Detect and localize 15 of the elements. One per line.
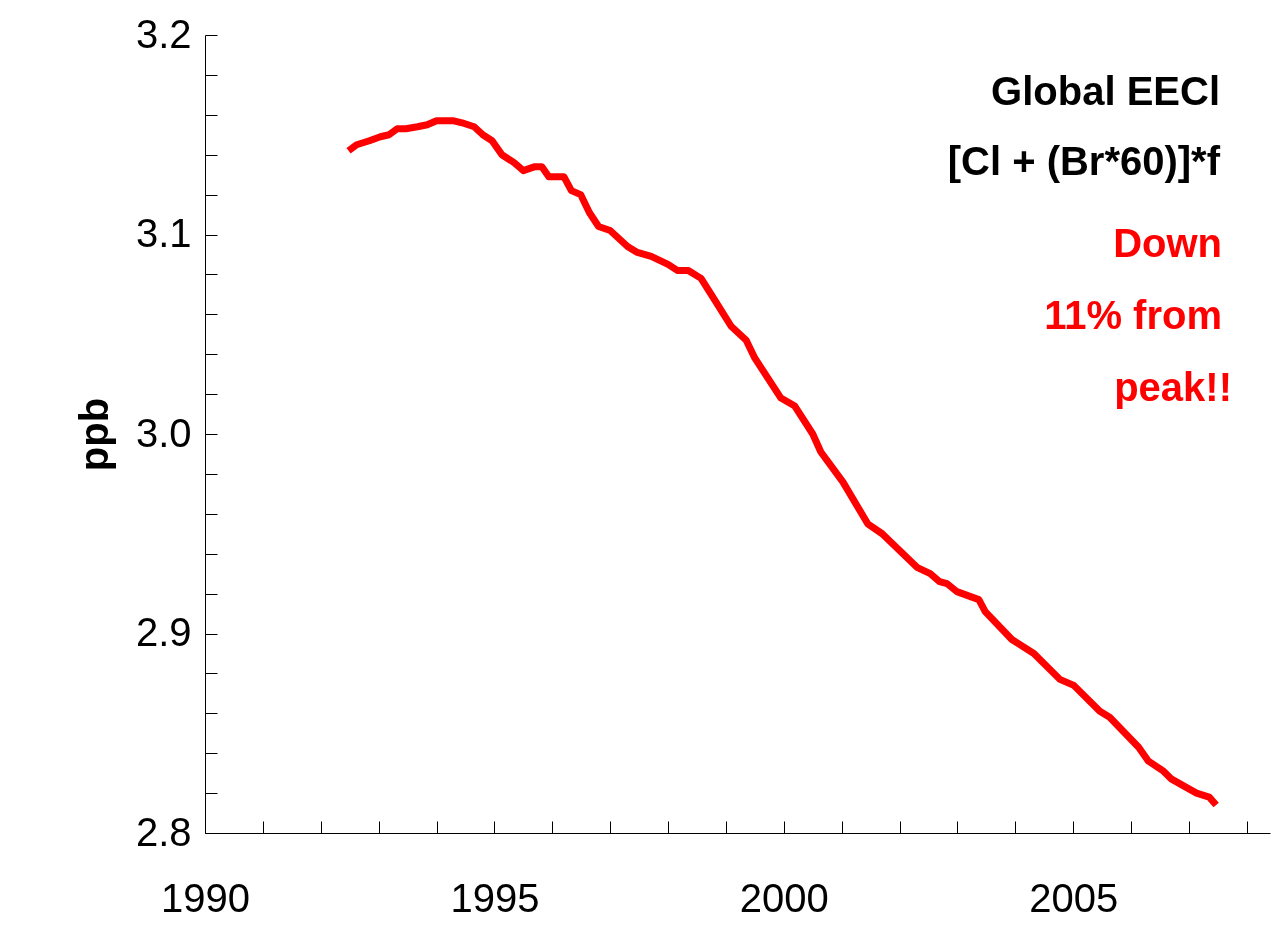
y-tick-label: 3.1	[135, 211, 192, 255]
text: [Cl + (Br*60)]*f	[947, 139, 1221, 183]
annotation: Down	[1113, 221, 1222, 265]
y-tick-label: 3.0	[135, 410, 192, 455]
text: Global EECl	[991, 69, 1220, 113]
y-axis-title: ppb	[71, 397, 116, 472]
y-tick-label: 3.2	[135, 11, 192, 56]
annotation: 11% from	[1044, 293, 1222, 337]
x-tick-label: 2000	[739, 875, 829, 920]
annotation: peak!!	[1114, 365, 1232, 409]
x-tick-label: 2005	[1029, 875, 1119, 920]
y-tick-label: 2.9	[135, 610, 192, 654]
y-tick-label: 2.8	[135, 809, 192, 854]
x-tick-label: 1995	[450, 875, 540, 920]
x-tick-label: 1990	[161, 875, 250, 920]
